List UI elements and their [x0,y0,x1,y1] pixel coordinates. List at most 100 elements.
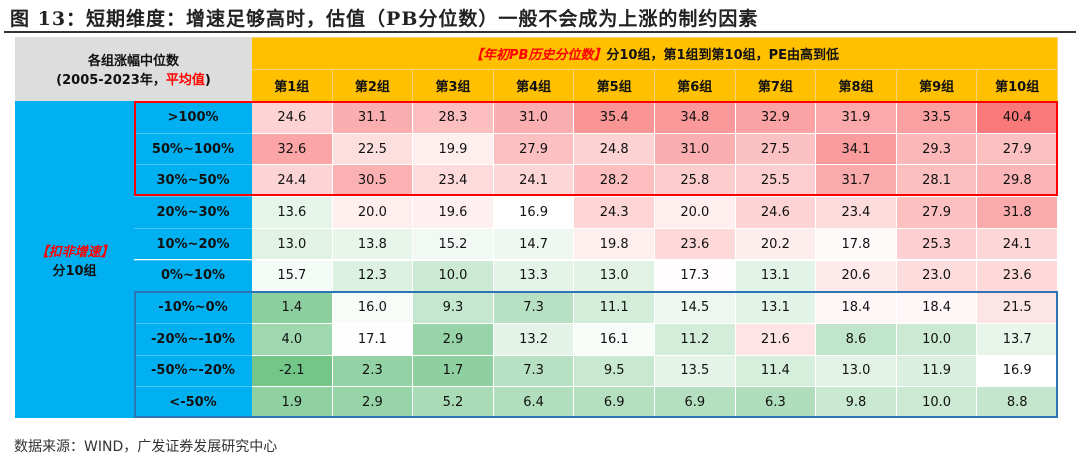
heatmap-cell: 20.0 [655,196,736,228]
heatmap-cell: 28.1 [896,164,978,197]
heatmap-cell: 34.8 [655,101,736,133]
column-header: 第7组 [735,69,817,101]
heatmap-cell: 23.0 [896,259,978,292]
heatmap-cell: 23.6 [977,259,1058,292]
heatmap-cell: -2.1 [252,354,333,387]
heatmap-table: 各组涨幅中位数 (2005-2023年，平均值) 【年初PB历史分位数】 分10组… [15,37,1058,418]
heatmap-cell: 9.8 [816,386,897,418]
row-label: 10%~20% [134,227,252,260]
row-label: 0%~10% [134,259,252,292]
heatmap-cell: 17.1 [332,322,414,355]
heatmap-cell: 8.6 [816,322,897,355]
heatmap-cell: 25.5 [735,164,817,197]
heatmap-cell: 31.8 [977,196,1058,228]
heatmap-cell: 10.0 [413,259,494,292]
heatmap-cell: 35.4 [574,101,655,133]
source-note: 数据来源：WIND，广发证券发展研究中心 [14,439,278,455]
heatmap-cell: 12.3 [332,259,414,292]
heatmap-cell: 5.2 [413,386,494,418]
heatmap-cell: 24.4 [252,164,333,197]
heatmap-cell: 24.8 [574,132,655,165]
group-header: 【年初PB历史分位数】 分10组，第1组到第10组，PE由高到低 [252,37,1058,69]
heatmap-cell: 13.1 [735,259,817,292]
heatmap-cell: 23.4 [413,164,494,197]
heatmap-cell: 2.9 [413,322,494,355]
side-emph: 【扣非增速】 [35,244,114,260]
heatmap-cell: 6.4 [493,386,575,418]
side-rest: 分10组 [52,263,97,279]
heatmap-cell: 7.3 [493,291,575,323]
heatmap-cell: 28.2 [574,164,655,197]
column-header: 第3组 [413,69,494,101]
heatmap-cell: 20.2 [735,227,817,260]
heatmap-cell: 29.8 [977,164,1058,197]
heatmap-cell: 40.4 [977,101,1058,133]
heatmap-cell: 1.7 [413,354,494,387]
heatmap-cell: 8.8 [977,386,1058,418]
row-label: -10%~0% [134,291,252,323]
heatmap-cell: 20.0 [332,196,414,228]
heatmap-cell: 34.1 [816,132,897,165]
heatmap-cell: 23.6 [655,227,736,260]
heatmap-cell: 11.9 [896,354,978,387]
heatmap-cell: 2.9 [332,386,414,418]
column-header: 第4组 [493,69,575,101]
heatmap-cell: 16.0 [332,291,414,323]
heatmap-cell: 10.0 [896,386,978,418]
row-label: -20%~-10% [134,322,252,355]
heatmap-cell: 32.9 [735,101,817,133]
heatmap-cell: 13.7 [977,322,1058,355]
heatmap-cell: 19.6 [413,196,494,228]
heatmap-cell: 28.3 [413,101,494,133]
row-label: 30%~50% [134,164,252,197]
heatmap-cell: 13.0 [252,227,333,260]
row-label: 50%~100% [134,132,252,165]
header-rest: 分10组，第1组到第10组，PE由高到低 [606,48,840,63]
heatmap-cell: 9.3 [413,291,494,323]
corner-line2: (2005-2023年，平均值) [56,69,211,88]
heatmap-cell: 24.3 [574,196,655,228]
row-label: <-50% [134,386,252,418]
heatmap-cell: 7.3 [493,354,575,387]
heatmap-cell: 11.1 [574,291,655,323]
heatmap-cell: 6.9 [655,386,736,418]
heatmap-cell: 32.6 [252,132,333,165]
figure-title: 图 13：短期维度：增速足够高时，估值（PB分位数）一般不会成为上涨的制约因素 [10,8,759,30]
heatmap-cell: 15.2 [413,227,494,260]
heatmap-cell: 15.7 [252,259,333,292]
heatmap-cell: 10.0 [896,322,978,355]
header-emph: 【年初PB历史分位数】 [469,48,607,63]
heatmap-cell: 24.6 [252,101,333,133]
heatmap-cell: 31.9 [816,101,897,133]
heatmap-cell: 31.1 [332,101,414,133]
column-header: 第5组 [574,69,655,101]
heatmap-cell: 13.2 [493,322,575,355]
column-header: 第2组 [332,69,414,101]
heatmap-cell: 30.5 [332,164,414,197]
column-header: 第9组 [896,69,978,101]
heatmap-cell: 21.5 [977,291,1058,323]
heatmap-cell: 24.1 [493,164,575,197]
row-label: -50%~-20% [134,354,252,387]
heatmap-cell: 9.5 [574,354,655,387]
heatmap-cell: 31.0 [655,132,736,165]
heatmap-cell: 14.5 [655,291,736,323]
heatmap-cell: 13.8 [332,227,414,260]
heatmap-cell: 17.8 [816,227,897,260]
column-header: 第6组 [655,69,736,101]
heatmap-cell: 4.0 [252,322,333,355]
heatmap-cell: 6.3 [735,386,817,418]
corner-line1: 各组涨幅中位数 [87,54,179,69]
heatmap-cell: 27.9 [493,132,575,165]
heatmap-cell: 20.6 [816,259,897,292]
heatmap-cell: 27.9 [977,132,1058,165]
heatmap-cell: 1.9 [252,386,333,418]
heatmap-cell: 25.3 [896,227,978,260]
heatmap-cell: 18.4 [896,291,978,323]
heatmap-cell: 24.1 [977,227,1058,260]
heatmap-cell: 18.4 [816,291,897,323]
heatmap-cell: 11.2 [655,322,736,355]
heatmap-cell: 6.9 [574,386,655,418]
heatmap-cell: 13.3 [493,259,575,292]
heatmap-cell: 16.9 [977,354,1058,387]
